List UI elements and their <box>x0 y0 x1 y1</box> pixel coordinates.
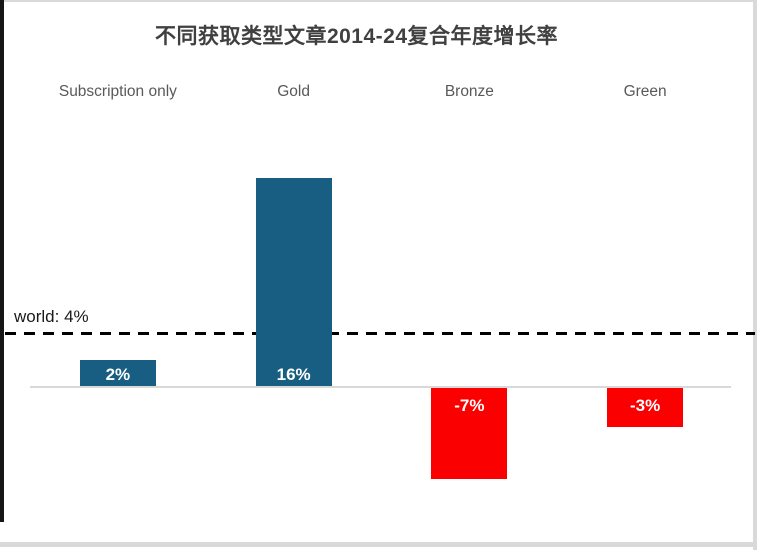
bar-bronze: -7% <box>431 388 508 479</box>
bar-value-label: -3% <box>630 396 661 415</box>
bar-value-label: -7% <box>454 396 485 415</box>
reference-line-label: world: 4% <box>14 307 89 326</box>
category-label-gold: Gold <box>277 83 310 100</box>
window-right-edge <box>753 0 757 550</box>
window-top-edge <box>0 0 757 2</box>
bar-value-label: 2% <box>105 365 131 384</box>
bar-value-label: 16% <box>276 365 311 384</box>
x-axis-line <box>30 386 731 388</box>
category-label-bronze: Bronze <box>444 83 494 100</box>
bar-subscription-only: 2% <box>79 360 156 386</box>
category-label-green: Green <box>623 83 667 100</box>
bar-green: -3% <box>607 388 684 427</box>
category-label-subscription-only: Subscription only <box>58 83 177 100</box>
window-bottom-edge <box>0 542 757 547</box>
bar-gold: 16% <box>255 178 332 386</box>
chart-title: 不同获取类型文章2014-24复合年度增长率 <box>154 25 559 48</box>
window-left-edge <box>0 0 4 522</box>
category-axis: Subscription only Gold Bronze Green <box>0 0 757 110</box>
reference-line <box>5 332 755 335</box>
